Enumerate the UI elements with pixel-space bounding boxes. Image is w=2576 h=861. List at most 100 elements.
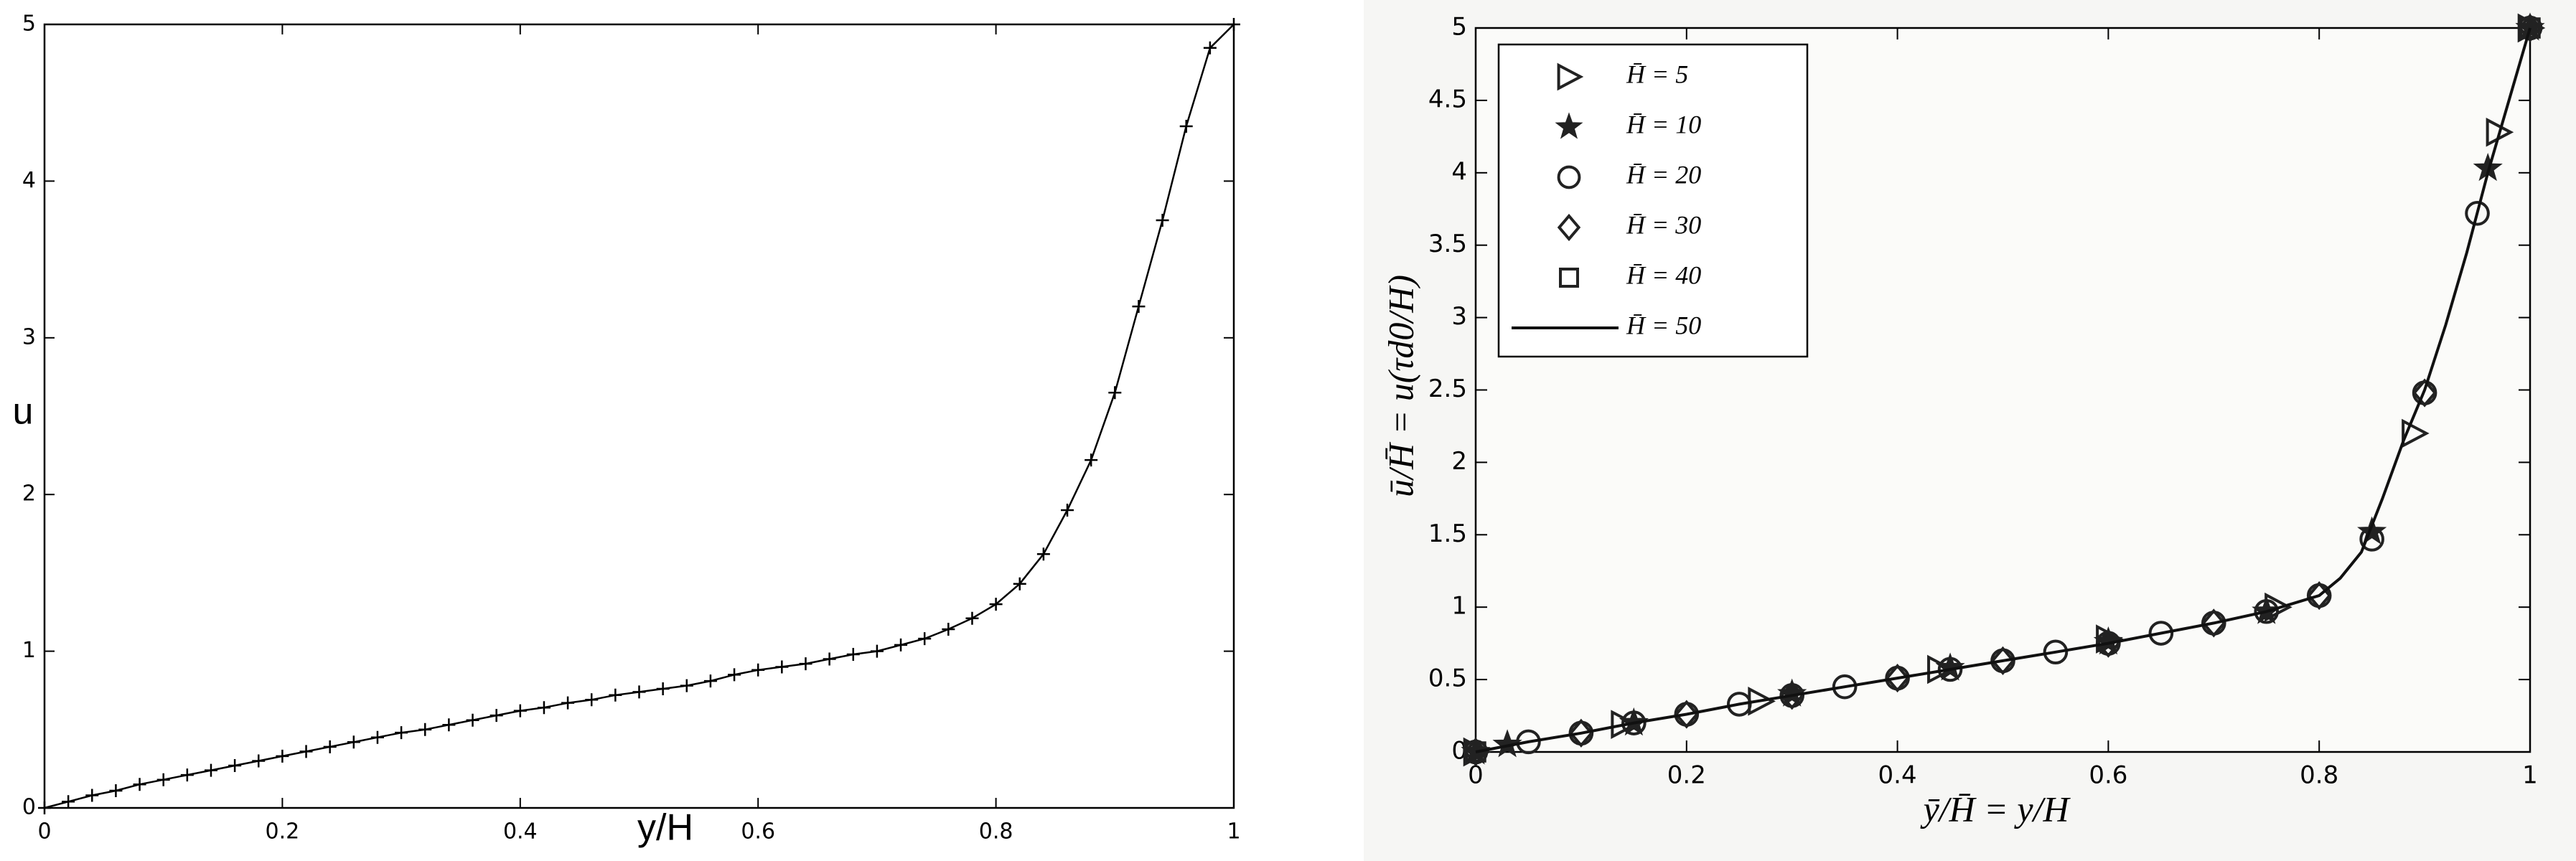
y-axis-title: ū/H̄ = u(τd0/H) bbox=[1380, 275, 1420, 497]
marker-star bbox=[2357, 516, 2387, 545]
y-tick-label: 1 bbox=[1451, 592, 1467, 621]
legend-box bbox=[1497, 43, 1809, 358]
y-tick-label: 0 bbox=[22, 795, 36, 820]
y-tick-label: 5 bbox=[22, 11, 36, 37]
marker-plus bbox=[38, 801, 51, 814]
marker-plus bbox=[965, 611, 979, 625]
marker-plus bbox=[1156, 214, 1169, 227]
y-tick-label: 1.5 bbox=[1428, 519, 1467, 548]
x-tick-label: 0.4 bbox=[503, 819, 538, 844]
marker-diamond bbox=[1779, 681, 1804, 710]
x-tick-label: 0.4 bbox=[1878, 761, 1917, 790]
marker-plus bbox=[656, 682, 670, 696]
y-tick-label: 0.5 bbox=[1428, 664, 1467, 693]
marker-plus bbox=[918, 632, 932, 646]
y-tick-label: 0 bbox=[1451, 737, 1467, 766]
legend-label: H̄ = 40 bbox=[1626, 260, 1701, 289]
y-tick-label: 1 bbox=[22, 638, 36, 663]
marker-plus bbox=[276, 749, 289, 763]
legend-label: H̄ = 50 bbox=[1626, 311, 1701, 339]
marker-plus bbox=[823, 652, 836, 666]
marker-plus bbox=[395, 726, 408, 740]
legend-label: H̄ = 5 bbox=[1626, 60, 1688, 88]
y-tick-label: 4.5 bbox=[1428, 85, 1467, 113]
marker-plus bbox=[252, 754, 266, 768]
marker-circle bbox=[2043, 639, 2069, 665]
marker-circle bbox=[2465, 201, 2490, 226]
marker-circle bbox=[1557, 165, 1581, 189]
legend-label: H̄ = 20 bbox=[1626, 160, 1701, 189]
marker-star bbox=[1555, 112, 1583, 139]
marker-plus bbox=[751, 663, 765, 677]
marker-plus bbox=[466, 713, 479, 727]
marker-diamond bbox=[1990, 646, 2015, 675]
marker-plus bbox=[585, 693, 599, 707]
marker-diamond bbox=[1674, 700, 1699, 729]
marker-diamond bbox=[2517, 13, 2543, 43]
marker-triangle bbox=[1557, 62, 1584, 91]
marker-plus bbox=[133, 778, 146, 791]
marker-plus bbox=[347, 735, 360, 749]
marker-circle bbox=[1621, 710, 1647, 735]
marker-plus bbox=[85, 789, 99, 802]
marker-plus bbox=[490, 709, 503, 723]
marker-plus bbox=[180, 768, 194, 782]
marker-plus bbox=[894, 638, 908, 651]
marker-circle bbox=[1832, 674, 1858, 700]
y-tick-label: 4 bbox=[1451, 157, 1467, 186]
marker-diamond bbox=[2096, 629, 2121, 658]
marker-square bbox=[1465, 741, 1486, 763]
marker-plus bbox=[228, 759, 242, 773]
x-tick-label: 1 bbox=[1227, 819, 1240, 844]
x-tick-label: 0.8 bbox=[979, 819, 1013, 844]
marker-plus bbox=[109, 784, 123, 797]
x-tick-label: 0 bbox=[37, 819, 51, 844]
marker-triangle bbox=[2402, 418, 2430, 448]
y-tick-label: 5 bbox=[1451, 13, 1467, 42]
marker-plus bbox=[1203, 41, 1217, 55]
marker-plus bbox=[62, 795, 75, 809]
marker-plus bbox=[418, 723, 432, 736]
marker-plus bbox=[323, 740, 337, 753]
marker-plus bbox=[1013, 577, 1026, 591]
marker-plus bbox=[204, 763, 217, 777]
x-tick-label: 0.8 bbox=[2300, 761, 2338, 790]
marker-plus bbox=[728, 668, 741, 682]
marker-circle bbox=[1726, 692, 1752, 717]
series-line bbox=[1475, 27, 2531, 753]
marker-plus bbox=[870, 644, 884, 658]
marker-plus bbox=[609, 688, 622, 702]
marker-plus bbox=[537, 701, 551, 715]
y-tick-label: 2 bbox=[1451, 447, 1467, 476]
y-tick-label: 2.5 bbox=[1428, 375, 1467, 403]
x-tick-label: 0 bbox=[1468, 761, 1484, 790]
marker-plus bbox=[1036, 547, 1050, 561]
marker-plus bbox=[442, 718, 456, 732]
marker-plus bbox=[632, 685, 646, 699]
marker-diamond bbox=[1463, 737, 1489, 767]
marker-plus bbox=[1108, 386, 1122, 400]
marker-plus bbox=[1179, 119, 1193, 133]
marker-plus bbox=[156, 773, 170, 786]
marker-plus bbox=[1061, 504, 1074, 517]
marker-plus bbox=[1227, 18, 1240, 31]
x-tick-label: 0.6 bbox=[741, 819, 775, 844]
marker-square bbox=[1559, 268, 1579, 288]
marker-diamond bbox=[1568, 718, 1593, 748]
marker-circle bbox=[1516, 729, 1541, 755]
marker-circle bbox=[2148, 621, 2174, 646]
x-axis-title: y/H bbox=[637, 807, 693, 849]
y-tick-label: 2 bbox=[22, 481, 36, 507]
marker-plus bbox=[561, 696, 575, 710]
y-tick-label: 3 bbox=[1451, 302, 1467, 331]
marker-plus bbox=[299, 745, 313, 758]
marker-plus bbox=[799, 657, 812, 671]
marker-diamond bbox=[2412, 378, 2437, 408]
marker-plus bbox=[680, 679, 693, 692]
marker-plus bbox=[989, 598, 1003, 611]
legend-label: H̄ = 10 bbox=[1626, 110, 1701, 138]
x-axis-title: ȳ/H̄ = y/H bbox=[1919, 789, 2071, 829]
marker-plus bbox=[1085, 453, 1098, 467]
plot-area bbox=[43, 23, 1235, 809]
y-axis-title: u bbox=[13, 391, 34, 433]
